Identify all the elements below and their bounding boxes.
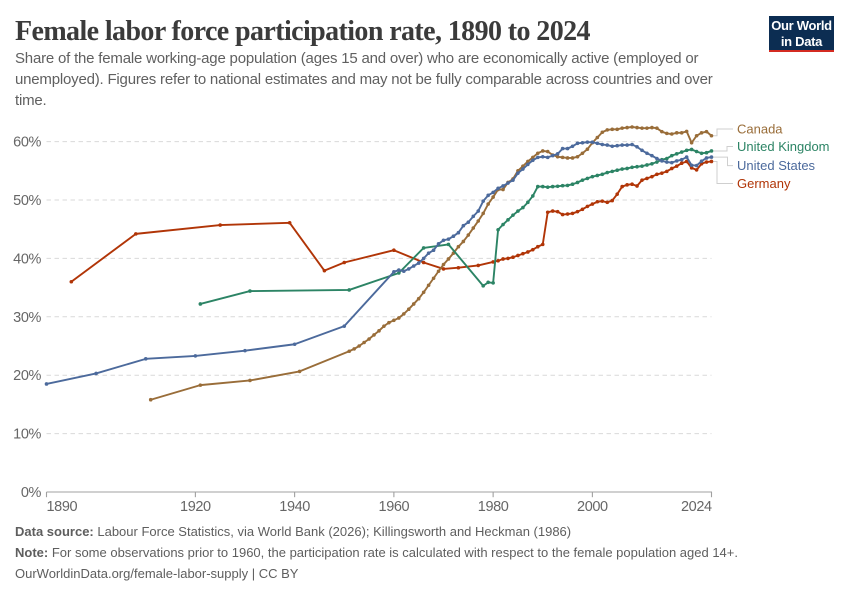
svg-text:20%: 20%: [13, 368, 41, 384]
svg-text:United States: United States: [737, 158, 816, 173]
svg-text:40%: 40%: [13, 251, 41, 267]
svg-text:1920: 1920: [180, 499, 211, 515]
svg-text:1890: 1890: [47, 499, 78, 515]
svg-text:Canada: Canada: [737, 122, 783, 137]
svg-text:50%: 50%: [13, 193, 41, 209]
svg-text:30%: 30%: [13, 310, 41, 326]
svg-text:10%: 10%: [13, 427, 41, 443]
svg-text:United Kingdom: United Kingdom: [737, 139, 830, 154]
svg-text:2000: 2000: [577, 499, 608, 515]
svg-text:2024: 2024: [681, 499, 712, 515]
svg-text:60%: 60%: [13, 135, 41, 151]
svg-text:1960: 1960: [379, 499, 410, 515]
svg-text:1980: 1980: [478, 499, 509, 515]
svg-text:Germany: Germany: [737, 176, 791, 191]
svg-text:0%: 0%: [21, 485, 42, 501]
svg-text:1940: 1940: [279, 499, 310, 515]
